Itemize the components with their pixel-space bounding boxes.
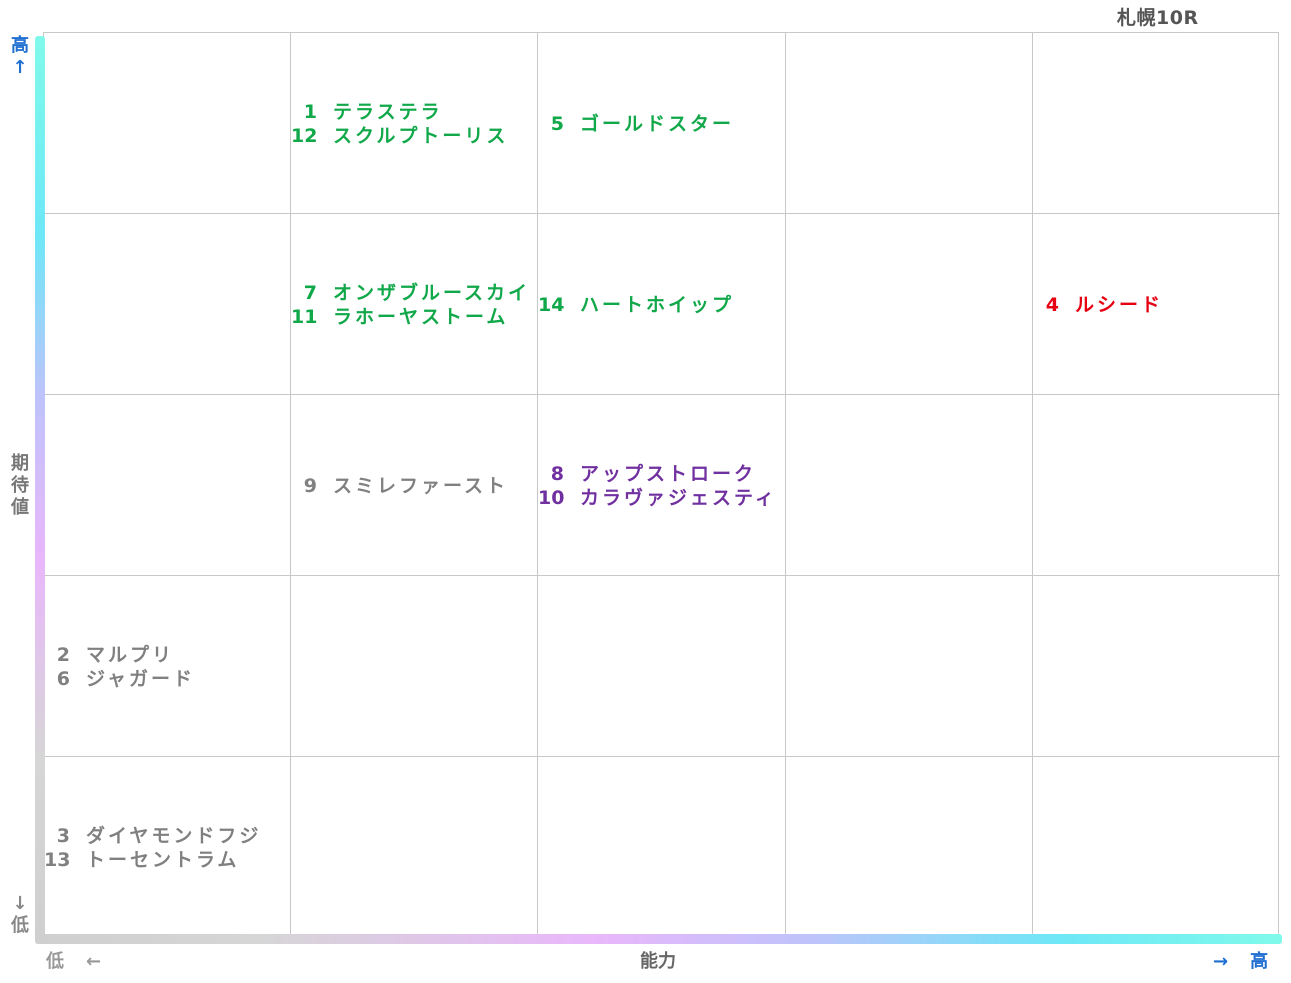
y-high-text: 高	[11, 35, 29, 56]
x-axis-title: 能力	[640, 951, 676, 972]
grid-vline	[537, 33, 538, 938]
horse-entry: 14 ハートホイップ	[538, 293, 785, 317]
matrix-cell: 2 マルプリ 6 ジャガード	[44, 576, 291, 757]
horse-entry: 7 オンザブルースカイ	[291, 281, 538, 305]
grid-vline	[785, 33, 786, 938]
horse-name: オンザブルースカイ	[333, 281, 531, 304]
horse-name: ルシード	[1075, 293, 1164, 316]
horse-name: ゴールドスター	[580, 112, 735, 135]
horse-number: 7	[303, 281, 317, 304]
horse-name: ラホーヤストーム	[333, 305, 509, 328]
matrix-cell: 8 アップストローク 10 カラヴァジェスティ	[538, 395, 785, 576]
horse-name: カラヴァジェスティ	[580, 486, 777, 509]
y-low-text: 低	[11, 915, 29, 936]
horse-number: 11	[291, 305, 318, 328]
horse-name: マルプリ	[86, 643, 175, 666]
matrix-cell: 9 スミレファースト	[291, 395, 538, 576]
horse-number: 14	[538, 293, 565, 316]
horse-name: テラステラ	[333, 100, 443, 123]
grid-hline	[44, 394, 1280, 395]
horse-entry: 1 テラステラ	[291, 100, 538, 124]
x-axis-low-label: 低 ←	[46, 951, 101, 973]
horse-name: ダイヤモンドフジ	[86, 824, 262, 847]
grid-hline	[44, 756, 1280, 757]
matrix-cell: 14 ハートホイップ	[538, 214, 785, 395]
y-axis-low-label: ↓ 低	[10, 893, 30, 937]
horse-entry: 12 スクルプトーリス	[291, 124, 538, 148]
horse-number: 2	[56, 643, 70, 666]
y-axis-high-label: 高 ↑	[10, 35, 30, 79]
horse-entry: 10 カラヴァジェスティ	[538, 486, 785, 510]
race-title: 札幌10R	[1117, 7, 1199, 29]
horse-number: 6	[56, 667, 70, 690]
horse-name: スクルプトーリス	[333, 124, 509, 147]
x-axis-bar	[35, 934, 1282, 944]
horse-entry: 6 ジャガード	[44, 667, 291, 691]
grid-vline	[1032, 33, 1033, 938]
horse-number: 4	[1045, 293, 1059, 316]
matrix-grid: 1 テラステラ 12 スクルプトーリス 5 ゴールドスター 7 オンザブルースカイ 11 ラホーヤ…	[43, 32, 1280, 938]
horse-entry: 2 マルプリ	[44, 643, 291, 667]
y-axis-title-char: 期	[11, 453, 29, 474]
horse-entry: 3 ダイヤモンドフジ	[44, 824, 291, 848]
horse-number: 8	[550, 462, 564, 485]
horse-name: ジャガード	[86, 667, 196, 690]
matrix-cell: 5 ゴールドスター	[538, 33, 785, 214]
x-axis-high-label: → 高	[1213, 951, 1268, 973]
horse-entry: 5 ゴールドスター	[538, 112, 785, 136]
y-axis-title-char: 待	[11, 475, 29, 496]
grid-vline	[290, 33, 291, 938]
horse-entry: 13 トーセントラム	[44, 848, 291, 872]
matrix-cell: 4 ルシード	[1033, 214, 1280, 395]
horse-number: 5	[550, 112, 564, 135]
grid-hline	[44, 575, 1280, 576]
horse-name: ハートホイップ	[580, 293, 735, 316]
horse-number: 1	[303, 100, 317, 123]
horse-number: 10	[538, 486, 565, 509]
grid-hline	[44, 213, 1280, 214]
horse-entry: 11 ラホーヤストーム	[291, 305, 538, 329]
horse-name: アップストローク	[580, 462, 757, 485]
x-low-text: 低	[46, 951, 64, 972]
horse-entry: 4 ルシード	[1033, 293, 1280, 317]
horse-number: 12	[291, 124, 318, 147]
horse-number: 9	[303, 474, 317, 497]
matrix-cell: 3 ダイヤモンドフジ 13 トーセントラム	[44, 757, 291, 938]
matrix-cell: 7 オンザブルースカイ 11 ラホーヤストーム	[291, 214, 538, 395]
left-arrow-icon: ←	[86, 951, 102, 972]
y-axis-title-char: 値	[11, 497, 29, 518]
y-axis-title: 期待値	[10, 453, 30, 519]
horse-name: スミレファースト	[333, 474, 509, 497]
matrix-cell: 1 テラステラ 12 スクルプトーリス	[291, 33, 538, 214]
horse-entry: 9 スミレファースト	[291, 474, 538, 498]
right-arrow-icon: →	[1213, 951, 1229, 972]
up-arrow-icon: ↑	[12, 57, 28, 78]
down-arrow-icon: ↓	[12, 893, 28, 914]
horse-number: 3	[56, 824, 70, 847]
horse-name: トーセントラム	[86, 848, 240, 871]
horse-entry: 8 アップストローク	[538, 462, 785, 486]
horse-number: 13	[44, 848, 71, 871]
x-high-text: 高	[1250, 951, 1269, 972]
y-axis-bar	[35, 36, 45, 942]
